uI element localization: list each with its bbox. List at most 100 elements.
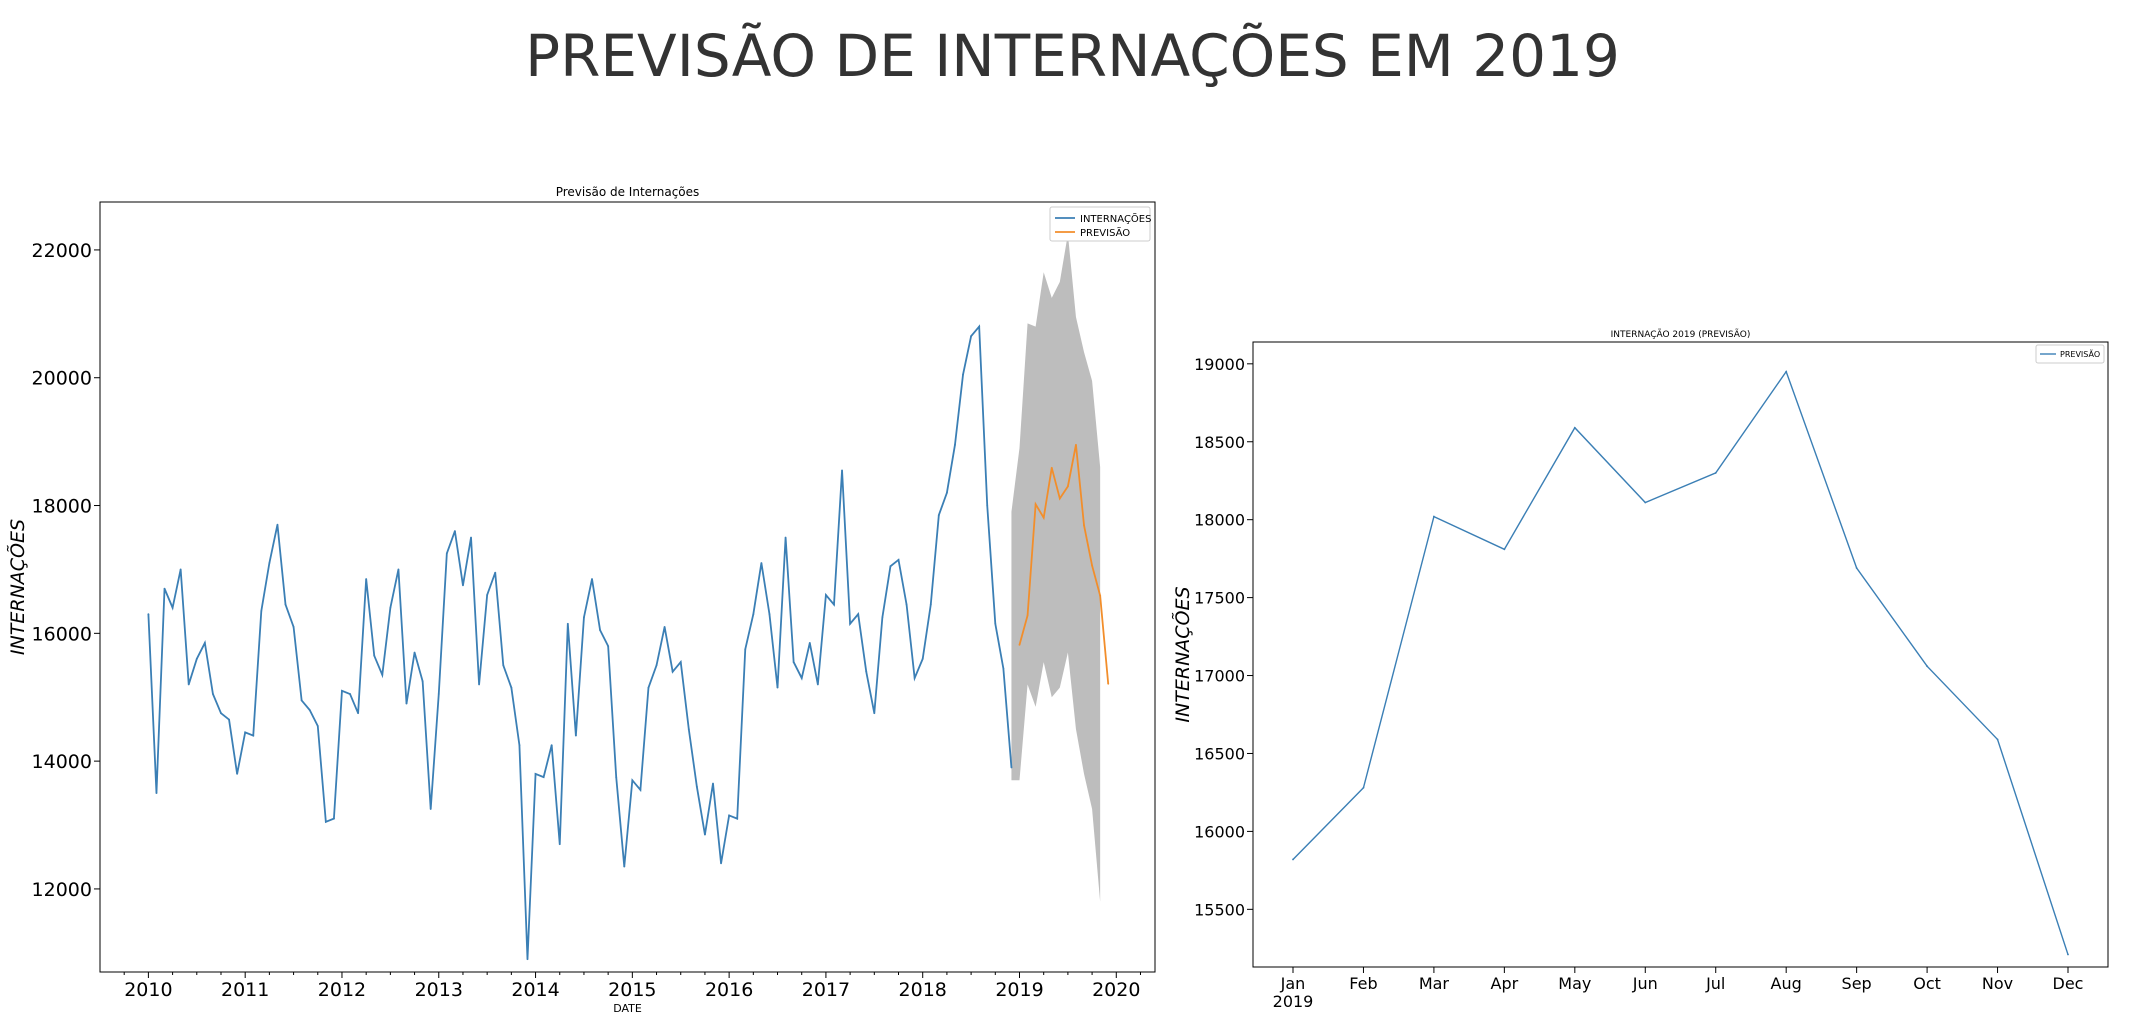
- data-point: [1042, 516, 1045, 519]
- data-point: [1099, 594, 1102, 597]
- data-point: [913, 677, 916, 679]
- x-tick-label: Mar: [1419, 974, 1450, 993]
- data-point: [1075, 443, 1077, 446]
- data-point: [639, 788, 642, 791]
- x-tick-label: 2014: [511, 979, 559, 1001]
- data-point: [631, 779, 634, 782]
- data-point: [583, 616, 585, 619]
- data-point: [663, 626, 666, 628]
- data-point: [1107, 682, 1110, 685]
- forecast-history-chart: Previsão de Internações 2010 2011 2012 2013 2…: [6, 185, 1156, 1015]
- data-point: [526, 958, 529, 961]
- data-point: [187, 683, 190, 686]
- data-point: [808, 642, 811, 644]
- x-tick-label: Jan: [1280, 974, 1306, 993]
- data-point: [825, 594, 827, 596]
- data-point: [1292, 858, 1294, 861]
- data-point: [816, 683, 819, 686]
- data-point: [1010, 766, 1013, 769]
- data-point: [1573, 426, 1576, 429]
- data-point: [937, 514, 940, 517]
- data-point: [1018, 643, 1021, 646]
- data-point: [550, 744, 553, 747]
- x-tick-label: 2017: [802, 979, 850, 1001]
- x-tick-label: Nov: [1982, 974, 2013, 993]
- data-point: [954, 443, 956, 446]
- data-point: [1091, 564, 1093, 567]
- data-point: [591, 578, 593, 580]
- data-point: [792, 661, 795, 663]
- data-point: [405, 702, 408, 705]
- x-tick-label: 2015: [608, 979, 656, 1001]
- data-point: [510, 686, 513, 689]
- x-tick-label: May: [1558, 974, 1591, 993]
- data-point: [220, 712, 222, 715]
- data-point: [1644, 501, 1647, 504]
- data-point: [502, 664, 505, 667]
- y-tick-label: 15500: [1194, 900, 1245, 919]
- data-point: [1083, 524, 1085, 527]
- data-point: [147, 613, 150, 616]
- data-point: [252, 734, 255, 737]
- data-point: [607, 645, 610, 648]
- data-point: [841, 469, 843, 472]
- data-point: [776, 686, 779, 689]
- data-point: [1855, 567, 1858, 569]
- x-tick-label: 2012: [318, 979, 366, 1001]
- data-point: [873, 712, 876, 715]
- data-point: [1503, 548, 1506, 551]
- x-tick-label: Jun: [1632, 974, 1658, 993]
- y-tick-label: 19000: [1194, 355, 1245, 374]
- data-point: [623, 865, 626, 868]
- data-point: [744, 648, 747, 651]
- legend-label: INTERNAÇÕES: [1080, 212, 1151, 225]
- data-point: [671, 670, 674, 673]
- data-point: [647, 686, 650, 689]
- data-point: [946, 491, 948, 494]
- data-point: [308, 709, 311, 711]
- data-point: [962, 373, 964, 376]
- data-point: [1066, 485, 1069, 488]
- x-tick-label: Sep: [1842, 974, 1872, 993]
- y-tick-label: 16000: [32, 623, 92, 645]
- data-point: [921, 657, 924, 660]
- data-point: [800, 677, 803, 679]
- x-tick-label: 2016: [705, 979, 753, 1001]
- data-point: [300, 699, 303, 702]
- data-point: [373, 654, 376, 657]
- y-tick-label: 20000: [32, 368, 92, 390]
- y-axis-label: INTERNAÇÕES: [1171, 586, 1194, 722]
- data-point: [171, 606, 174, 609]
- data-point: [1433, 515, 1435, 518]
- data-point: [720, 862, 722, 865]
- data-point: [542, 776, 545, 779]
- data-point: [1785, 370, 1788, 373]
- data-point: [195, 657, 198, 660]
- data-point: [163, 587, 166, 590]
- data-point: [518, 744, 521, 747]
- data-point: [736, 817, 739, 820]
- data-point: [462, 584, 464, 587]
- data-point: [413, 651, 416, 654]
- page-title: PREVISÃO DE INTERNAÇÕES EM 2019: [525, 22, 1620, 90]
- data-point: [389, 606, 392, 609]
- data-point: [889, 565, 892, 568]
- data-point: [704, 833, 706, 836]
- data-point: [695, 785, 698, 788]
- plot-frame: [99, 201, 1156, 973]
- data-point: [1050, 466, 1053, 469]
- legend-label: PREVISÃO: [2060, 349, 2100, 359]
- data-point: [365, 578, 368, 580]
- y-tick-label: 14000: [32, 751, 92, 773]
- data-point: [929, 603, 932, 606]
- data-point: [566, 622, 569, 625]
- data-point: [833, 603, 835, 606]
- data-point: [784, 536, 787, 539]
- data-point: [857, 613, 860, 616]
- y-tick-label: 12000: [32, 879, 92, 901]
- data-point: [429, 808, 432, 810]
- y-tick-label: 18500: [1194, 433, 1245, 452]
- x-tick-label: 2011: [221, 979, 269, 1001]
- data-point: [728, 814, 731, 817]
- data-point: [381, 673, 384, 676]
